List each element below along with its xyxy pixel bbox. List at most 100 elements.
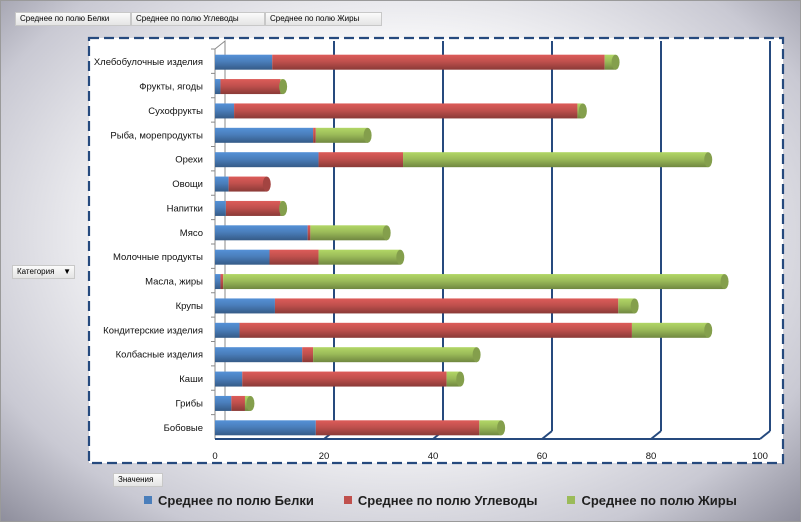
bar-end-cap — [704, 322, 713, 338]
bar-uglevody — [234, 103, 578, 119]
category-label: Рыба, морепродукты — [110, 130, 203, 141]
legend-label-uglevody: Среднее по полю Углеводы — [357, 492, 538, 508]
category-label: Сухофрукты — [148, 106, 203, 117]
legend: Среднее по полю Белки Среднее по полю Уг… — [144, 491, 737, 509]
category-label: Фрукты, ягоды — [139, 82, 203, 93]
x-tick-label: 20 — [319, 451, 330, 462]
bar-uglevody — [272, 54, 605, 70]
legend-label-belki: Среднее по полю Белки — [158, 492, 314, 508]
bar-end-cap — [262, 176, 271, 192]
bar-end-cap — [578, 103, 587, 119]
bar-belki — [215, 200, 226, 216]
category-label: Орехи — [175, 155, 203, 166]
gridline-floor — [759, 430, 771, 440]
legend-label-zhiry: Среднее по полю Жиры — [581, 492, 737, 508]
bar-uglevody — [307, 225, 311, 241]
bar-end-cap — [611, 54, 620, 70]
bar-belki — [215, 395, 232, 411]
bar-end-cap — [630, 298, 639, 314]
legend-item-zhiry: Среднее по полю Жиры — [567, 491, 737, 509]
values-field-button[interactable]: Значения — [113, 473, 163, 487]
field-button-zhiry[interactable]: Среднее по полю Жиры — [265, 12, 382, 26]
bar-uglevody — [274, 298, 619, 314]
legend-swatch-belki — [144, 496, 152, 504]
category-label: Колбасные изделия — [116, 350, 203, 361]
bar-belki — [215, 54, 273, 70]
category-label: Крупы — [176, 301, 204, 312]
bar-uglevody — [220, 274, 224, 290]
bar-uglevody — [228, 176, 267, 192]
bar-belki — [215, 371, 243, 387]
bar-uglevody — [269, 249, 319, 265]
bar-uglevody — [313, 127, 316, 143]
category-label: Напитки — [167, 203, 203, 214]
bar-end-cap — [456, 371, 465, 387]
legend-item-belki: Среднее по полю Белки — [144, 491, 314, 509]
bar-zhiry — [315, 127, 368, 143]
bar-uglevody — [318, 152, 404, 168]
category-label: Молочные продукты — [113, 252, 203, 263]
category-label: Мясо — [180, 228, 203, 239]
bar-uglevody — [315, 420, 480, 436]
category-label: Кондитерские изделия — [103, 325, 203, 336]
bar-end-cap — [363, 127, 372, 143]
bar-zhiry — [313, 347, 477, 363]
bar-zhiry — [310, 225, 387, 241]
bar-end-cap — [704, 152, 713, 168]
field-button-uglevody[interactable]: Среднее по полю Углеводы — [131, 12, 265, 26]
bar-belki — [215, 127, 314, 143]
bar-uglevody — [220, 79, 281, 95]
bar-uglevody — [225, 200, 281, 216]
bar-belki — [215, 420, 316, 436]
bar-belki — [215, 152, 319, 168]
category-label: Каши — [179, 374, 203, 385]
bar-belki — [215, 298, 275, 314]
bar-zhiry — [479, 420, 502, 436]
bar-end-cap — [246, 395, 255, 411]
category-label: Масла, жиры — [145, 277, 203, 288]
bar-uglevody — [231, 395, 245, 411]
bar-zhiry — [403, 152, 709, 168]
legend-item-uglevody: Среднее по полю Углеводы — [343, 491, 538, 509]
category-field-button[interactable]: Категория ▼ — [12, 265, 75, 279]
x-tick-label: 100 — [752, 451, 768, 462]
bar-zhiry — [618, 298, 635, 314]
category-label: Грибы — [176, 398, 204, 409]
category-label: Хлебобулочные изделия — [94, 57, 203, 68]
bar-zhiry — [604, 54, 616, 70]
bar-end-cap — [279, 79, 288, 95]
x-tick-label: 0 — [212, 451, 217, 462]
bar-end-cap — [382, 225, 391, 241]
bar-end-cap — [472, 347, 481, 363]
bar-uglevody — [242, 371, 447, 387]
bar-uglevody — [239, 322, 632, 338]
gridline-floor — [541, 430, 553, 440]
bar-belki — [215, 79, 221, 95]
dropdown-arrow-icon: ▼ — [63, 267, 71, 276]
bar-zhiry — [631, 322, 709, 338]
bar-belki — [215, 347, 303, 363]
plot-frame — [87, 36, 785, 465]
x-tick-label: 60 — [537, 451, 548, 462]
x-tick-label: 80 — [646, 451, 657, 462]
bar-zhiry — [223, 274, 725, 290]
bar-belki — [215, 225, 308, 241]
bar-uglevody — [302, 347, 314, 363]
bar-belki — [215, 274, 221, 290]
field-button-belki[interactable]: Среднее по полю Белки — [15, 12, 131, 26]
bar-end-cap — [396, 249, 405, 265]
bar-belki — [215, 322, 240, 338]
gridline-floor — [650, 430, 662, 440]
bar-belki — [215, 103, 235, 119]
legend-swatch-zhiry — [567, 496, 576, 504]
category-label: Бобовые — [164, 423, 203, 434]
x-tick-label: 40 — [428, 451, 439, 462]
bar-end-cap — [279, 200, 288, 216]
legend-swatch-uglevody — [343, 496, 352, 504]
bar-end-cap — [720, 274, 729, 290]
bar-belki — [215, 249, 270, 265]
bar-zhiry — [318, 249, 401, 265]
category-field-label: Категория — [17, 267, 55, 276]
